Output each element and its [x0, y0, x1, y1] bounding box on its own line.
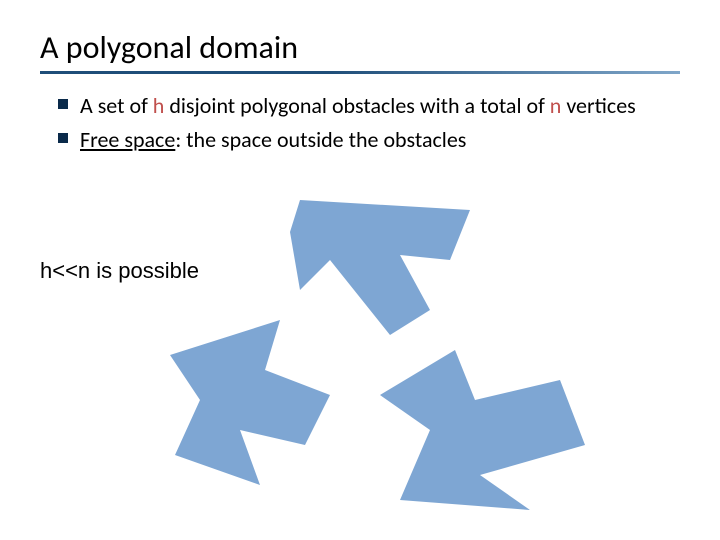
- side-note: h<<n is possible: [40, 258, 199, 284]
- obstacle-shapes-group: [170, 200, 585, 510]
- bullet-item-2: Free space: the space outside the obstac…: [58, 126, 670, 154]
- obstacle-shape-bottom-left: [170, 320, 330, 485]
- bullet-square-icon: [58, 133, 68, 143]
- bullet-2-underlined: Free space: [80, 126, 175, 153]
- bullet-1-post: vertices: [561, 92, 635, 119]
- variable-h: h: [153, 92, 165, 119]
- slide: A polygonal domain A set of h disjoint p…: [0, 0, 720, 540]
- variable-n: n: [550, 92, 562, 119]
- obstacle-shape-top: [290, 200, 470, 335]
- bullet-item-1: A set of h disjoint polygonal obstacles …: [58, 92, 670, 120]
- slide-title: A polygonal domain: [40, 30, 680, 65]
- bullet-list: A set of h disjoint polygonal obstacles …: [58, 92, 670, 159]
- bullet-square-icon: [58, 99, 68, 109]
- title-underline: [40, 71, 680, 74]
- bullet-2-post: : the space outside the obstacles: [175, 126, 466, 153]
- bullet-1-pre: A set of: [80, 92, 153, 119]
- bullet-1-mid: disjoint polygonal obstacles with a tota…: [164, 92, 549, 119]
- title-block: A polygonal domain: [40, 30, 680, 74]
- obstacle-shape-bottom-right: [380, 350, 585, 510]
